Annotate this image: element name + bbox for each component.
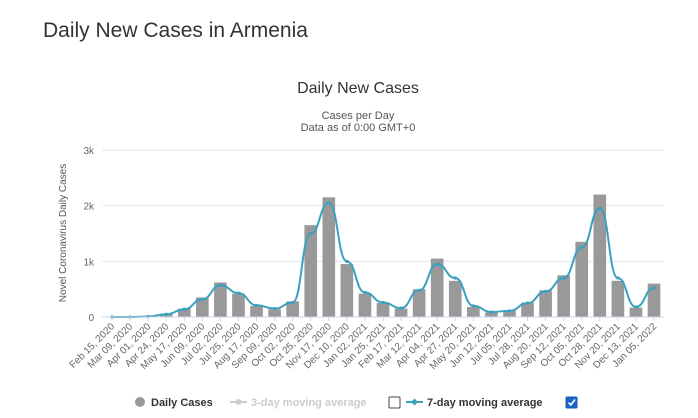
- legend: Daily Cases 3-day moving average 7-day m…: [135, 396, 578, 409]
- point-7-day-average[interactable]: [562, 276, 566, 280]
- bar-daily-cases[interactable]: [557, 275, 570, 317]
- bar-daily-cases[interactable]: [177, 308, 191, 317]
- point-7-day-average[interactable]: [381, 300, 385, 305]
- legend-label-3-day: 3-day moving average: [251, 397, 367, 409]
- legend-item-3-day-average[interactable]: 3-day moving average: [230, 396, 401, 409]
- point-7-day-average[interactable]: [291, 300, 295, 305]
- bar-daily-cases[interactable]: [358, 293, 372, 317]
- point-7-day-average[interactable]: [327, 201, 331, 205]
- checkbox-3-day[interactable]: [388, 396, 401, 409]
- y-tick-label: 1k: [83, 257, 95, 268]
- bar-daily-cases[interactable]: [485, 312, 498, 317]
- bars-daily-cases: [141, 194, 661, 317]
- point-7-day-average[interactable]: [218, 283, 222, 287]
- legend-label-7-day: 7-day moving average: [427, 397, 543, 409]
- chart-title: Daily New Cases: [297, 80, 419, 97]
- point-7-day-average[interactable]: [598, 206, 602, 211]
- checkbox-7-day[interactable]: [565, 396, 578, 409]
- point-7-day-average[interactable]: [652, 286, 656, 290]
- bar-daily-cases[interactable]: [575, 241, 589, 317]
- bar-daily-cases[interactable]: [412, 289, 426, 317]
- point-7-day-average[interactable]: [580, 245, 584, 250]
- bar-daily-cases[interactable]: [286, 301, 299, 317]
- point-7-day-average[interactable]: [544, 289, 548, 293]
- bar-daily-cases[interactable]: [467, 306, 480, 317]
- y-axis-ticks: 0 1k 2k 3k: [83, 146, 95, 324]
- point-7-day-average[interactable]: [236, 291, 241, 295]
- point-7-day-average[interactable]: [345, 259, 349, 263]
- y-axis-label: Novel Coronavirus Daily Cases: [58, 164, 69, 302]
- point-7-day-average[interactable]: [525, 301, 530, 305]
- bar-daily-cases[interactable]: [322, 197, 336, 317]
- point-7-day-average[interactable]: [182, 307, 186, 311]
- line-7-day-average: [110, 201, 656, 319]
- point-7-day-average[interactable]: [417, 288, 421, 292]
- bar-daily-cases[interactable]: [376, 303, 390, 317]
- bar-daily-cases[interactable]: [268, 309, 281, 317]
- bar-daily-cases[interactable]: [647, 283, 661, 317]
- legend-marker-7-day: [411, 398, 418, 406]
- bar-daily-cases[interactable]: [539, 290, 552, 317]
- legend-item-daily-cases[interactable]: Daily Cases: [135, 397, 213, 409]
- point-7-day-average[interactable]: [164, 312, 168, 316]
- legend-item-7-day-average[interactable]: 7-day moving average: [406, 396, 578, 409]
- point-7-day-average[interactable]: [254, 303, 259, 307]
- bar-daily-cases[interactable]: [448, 280, 462, 317]
- point-7-day-average[interactable]: [616, 276, 620, 280]
- point-7-day-average[interactable]: [435, 262, 439, 266]
- bar-daily-cases[interactable]: [629, 307, 643, 317]
- bar-daily-cases[interactable]: [196, 297, 209, 317]
- checkmark-icon: [567, 399, 576, 407]
- chart-subtitle-line-1: Cases per Day: [322, 110, 395, 122]
- y-tick-label: 0: [88, 313, 94, 324]
- page-title: Daily New Cases in Armenia: [43, 19, 308, 42]
- point-7-day-average[interactable]: [489, 310, 493, 314]
- bar-daily-cases[interactable]: [304, 225, 318, 317]
- legend-label-daily-cases: Daily Cases: [151, 397, 213, 409]
- point-7-day-average[interactable]: [399, 306, 403, 310]
- point-7-day-average[interactable]: [507, 309, 512, 313]
- bar-daily-cases[interactable]: [214, 282, 227, 317]
- point-7-day-average[interactable]: [453, 276, 457, 280]
- bar-daily-cases[interactable]: [232, 293, 245, 317]
- y-tick-label: 3k: [83, 146, 95, 157]
- bar-daily-cases[interactable]: [340, 264, 354, 317]
- series-line-7-day-average: [112, 201, 655, 318]
- point-7-day-average[interactable]: [471, 304, 475, 308]
- bar-daily-cases[interactable]: [593, 194, 607, 317]
- point-7-day-average[interactable]: [200, 297, 204, 301]
- y-tick-label: 2k: [83, 202, 95, 213]
- bar-daily-cases[interactable]: [611, 280, 625, 317]
- bar-daily-cases[interactable]: [521, 302, 534, 317]
- point-7-day-average[interactable]: [634, 305, 638, 309]
- point-7-day-average[interactable]: [273, 307, 277, 311]
- bar-daily-cases[interactable]: [250, 305, 263, 317]
- grid-lines: [102, 149, 664, 262]
- bar-daily-cases[interactable]: [394, 308, 408, 317]
- point-7-day-average[interactable]: [363, 290, 367, 295]
- chart-subtitle-line-2: Data as of 0:00 GMT+0: [301, 122, 416, 134]
- legend-marker-3-day: [235, 399, 242, 405]
- bar-daily-cases[interactable]: [430, 258, 444, 317]
- point-7-day-average[interactable]: [309, 231, 313, 236]
- legend-marker-daily-cases: [135, 397, 145, 407]
- bar-daily-cases[interactable]: [503, 310, 516, 317]
